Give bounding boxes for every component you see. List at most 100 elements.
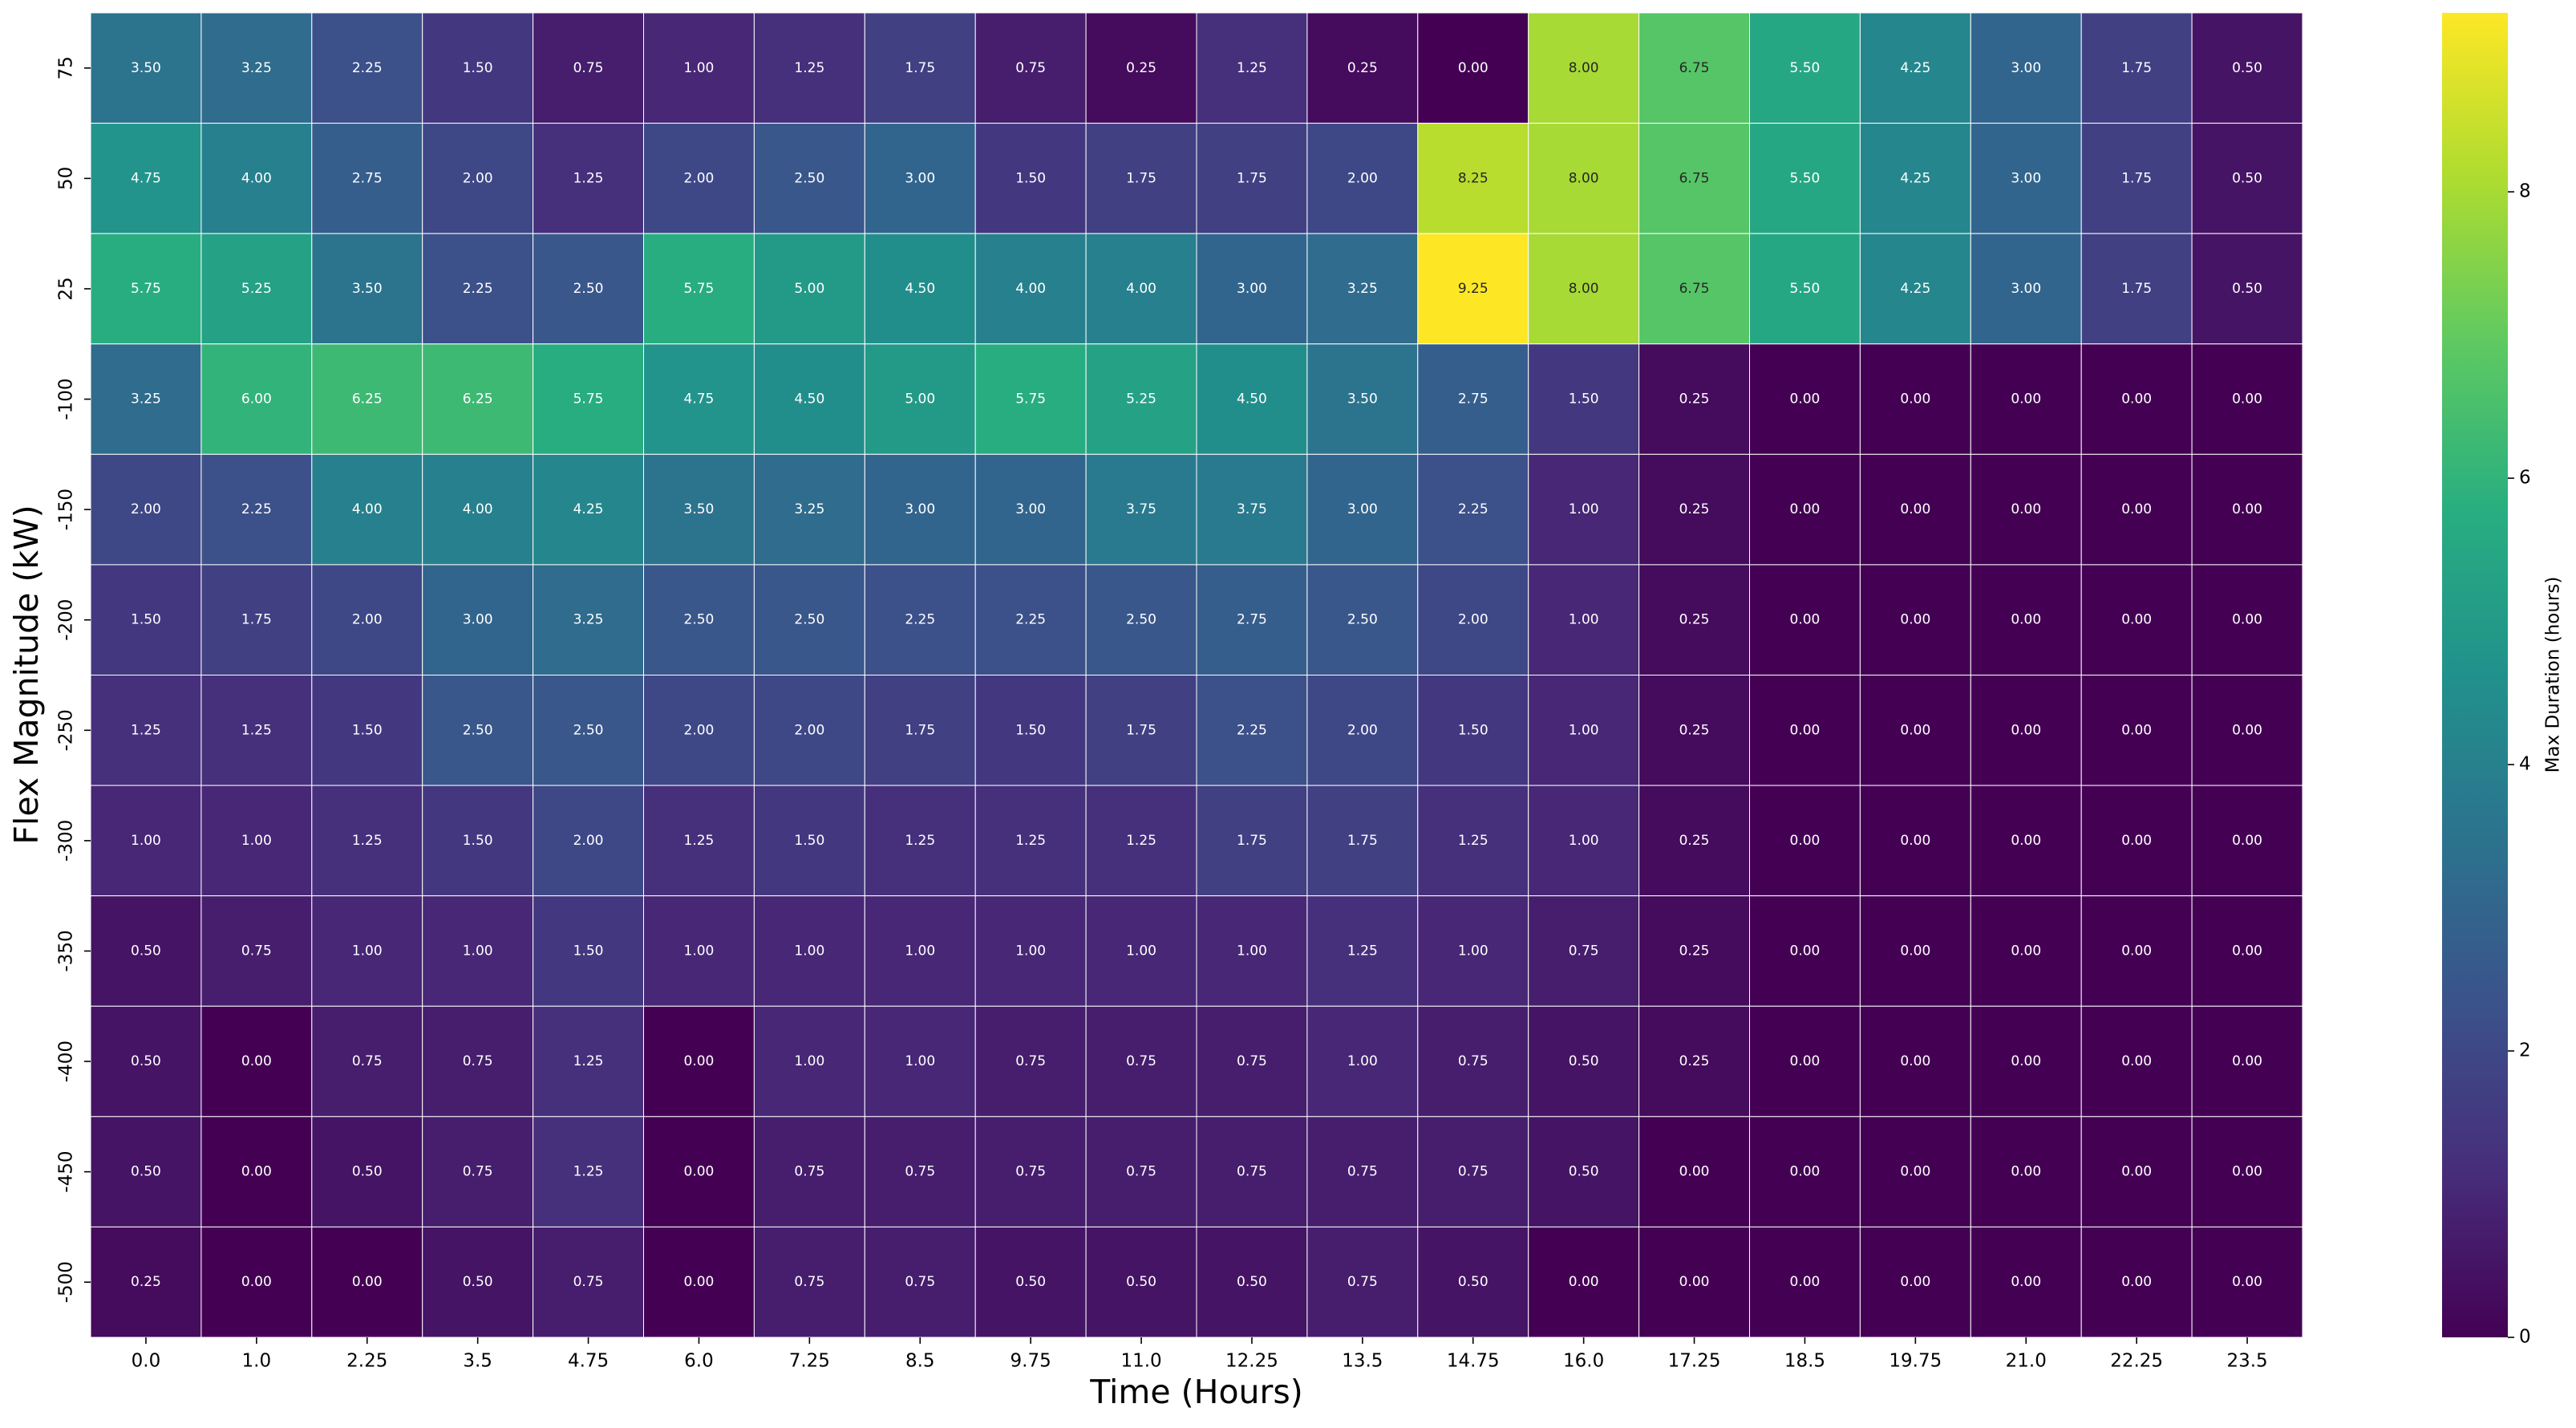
cell-label: 1.75 bbox=[1126, 722, 1156, 738]
cell-label: 3.00 bbox=[1237, 281, 1267, 297]
cell-label: 0.50 bbox=[131, 1053, 161, 1069]
heatmap-cell bbox=[1196, 1116, 1308, 1227]
heatmap-cell bbox=[1859, 343, 1971, 455]
heatmap-cell bbox=[753, 1005, 865, 1118]
heatmap-cell bbox=[533, 895, 644, 1007]
heatmap-cell bbox=[864, 675, 976, 786]
heatmap-cell bbox=[1749, 233, 1861, 345]
cell-label: 0.50 bbox=[1569, 1053, 1599, 1069]
heatmap-cell bbox=[1638, 564, 1750, 676]
heatmap-cell bbox=[1749, 785, 1861, 897]
heatmap-cell bbox=[2191, 1005, 2303, 1118]
cell-label: 2.00 bbox=[131, 501, 161, 517]
cell-label: 0.50 bbox=[131, 1164, 161, 1180]
heatmap-cell bbox=[311, 564, 423, 676]
heatmap-cell bbox=[1749, 895, 1861, 1007]
cell-label: 1.75 bbox=[1347, 833, 1378, 849]
cell-label: 4.00 bbox=[1126, 281, 1156, 297]
cell-label: 0.00 bbox=[1790, 612, 1821, 628]
heatmap-cell bbox=[1859, 12, 1971, 124]
x-tick-label: 7.25 bbox=[789, 1351, 830, 1372]
cell-label: 0.75 bbox=[463, 1164, 493, 1180]
x-tick-label: 21.0 bbox=[2006, 1351, 2047, 1372]
heatmap-cell bbox=[311, 12, 423, 124]
cell-label: 5.50 bbox=[1790, 60, 1821, 76]
y-tick-label: -150 bbox=[56, 489, 77, 530]
cell-label: 0.00 bbox=[1900, 501, 1930, 517]
heatmap-cell bbox=[2191, 453, 2303, 566]
heatmap-cell bbox=[1306, 785, 1419, 897]
cell-label: 2.00 bbox=[1458, 612, 1488, 628]
heatmap-cell bbox=[2080, 675, 2193, 786]
cell-label: 0.00 bbox=[2232, 501, 2262, 517]
cell-label: 1.50 bbox=[573, 943, 604, 959]
cell-label: 0.75 bbox=[1015, 1053, 1046, 1069]
heatmap-cell bbox=[200, 1005, 313, 1118]
cell-label: 0.00 bbox=[2121, 833, 2152, 849]
colorbar-tick-label: 8 bbox=[2519, 181, 2531, 202]
heatmap-cell bbox=[643, 785, 755, 897]
heatmap-cell bbox=[2191, 675, 2303, 786]
cell-label: 0.00 bbox=[1900, 1164, 1930, 1180]
cell-label: 3.25 bbox=[794, 501, 824, 517]
heatmap-cell bbox=[643, 453, 755, 566]
x-tick-label: 12.25 bbox=[1225, 1351, 1278, 1372]
cell-label: 2.25 bbox=[241, 501, 272, 517]
cell-label: 6.25 bbox=[463, 391, 493, 408]
heatmap-cell bbox=[1417, 343, 1529, 455]
cell-label: 3.50 bbox=[131, 60, 161, 76]
cell-label: 0.00 bbox=[1679, 1164, 1710, 1180]
heatmap-cell bbox=[753, 123, 865, 234]
cell-label: 3.25 bbox=[1347, 281, 1378, 297]
cell-label: 4.00 bbox=[463, 501, 493, 517]
cell-label: 1.00 bbox=[352, 943, 383, 959]
y-tick-label: 75 bbox=[56, 56, 77, 79]
cell-label: 0.00 bbox=[1900, 391, 1930, 408]
cell-label: 2.50 bbox=[794, 612, 824, 628]
cell-label: 6.75 bbox=[1679, 170, 1710, 186]
cell-label: 8.00 bbox=[1569, 170, 1599, 186]
heatmap-cell bbox=[90, 1005, 202, 1118]
cell-label: 0.00 bbox=[1790, 722, 1821, 738]
heatmap-cell bbox=[311, 895, 423, 1007]
cell-label: 3.00 bbox=[2011, 60, 2041, 76]
cell-label: 0.50 bbox=[2232, 170, 2262, 186]
heatmap-cell bbox=[974, 343, 1087, 455]
cell-label: 1.00 bbox=[1015, 943, 1046, 959]
heatmap-cell bbox=[753, 343, 865, 455]
heatmap-cell bbox=[2080, 343, 2193, 455]
cell-label: 2.25 bbox=[1015, 612, 1046, 628]
cell-label: 0.50 bbox=[1237, 1274, 1267, 1290]
heatmap-cell bbox=[2191, 1116, 2303, 1227]
heatmap-cell bbox=[1638, 675, 1750, 786]
cell-label: 2.50 bbox=[1347, 612, 1378, 628]
heatmap-cell bbox=[974, 1116, 1087, 1227]
cell-label: 1.25 bbox=[131, 722, 161, 738]
cell-label: 0.00 bbox=[2232, 391, 2262, 408]
heatmap-cell bbox=[1638, 1226, 1750, 1338]
cell-label: 2.50 bbox=[463, 722, 493, 738]
heatmap-cell bbox=[311, 233, 423, 345]
heatmap-cell bbox=[422, 564, 534, 676]
heatmap-cell bbox=[1970, 785, 2082, 897]
cell-label: 2.00 bbox=[684, 722, 715, 738]
heatmap-cell bbox=[2080, 453, 2193, 566]
cell-label: 2.00 bbox=[352, 612, 383, 628]
heatmap-cell bbox=[90, 453, 202, 566]
heatmap-cell bbox=[1085, 564, 1197, 676]
cell-label: 0.50 bbox=[1569, 1164, 1599, 1180]
cell-label: 0.50 bbox=[1458, 1274, 1488, 1290]
cell-label: 1.00 bbox=[684, 943, 715, 959]
cell-label: 4.00 bbox=[352, 501, 383, 517]
cell-label: 3.00 bbox=[905, 170, 935, 186]
heatmap-cell bbox=[533, 453, 644, 566]
cell-label: 0.50 bbox=[1015, 1274, 1046, 1290]
y-tick-label: -500 bbox=[56, 1261, 77, 1303]
heatmap-cell bbox=[1196, 675, 1308, 786]
cell-label: 0.25 bbox=[1679, 391, 1710, 408]
cell-label: 2.50 bbox=[684, 612, 715, 628]
heatmap-cell bbox=[1749, 343, 1861, 455]
heatmap-cell bbox=[90, 1226, 202, 1338]
x-tick-label: 22.25 bbox=[2110, 1351, 2163, 1372]
cell-label: 0.00 bbox=[1790, 1274, 1821, 1290]
